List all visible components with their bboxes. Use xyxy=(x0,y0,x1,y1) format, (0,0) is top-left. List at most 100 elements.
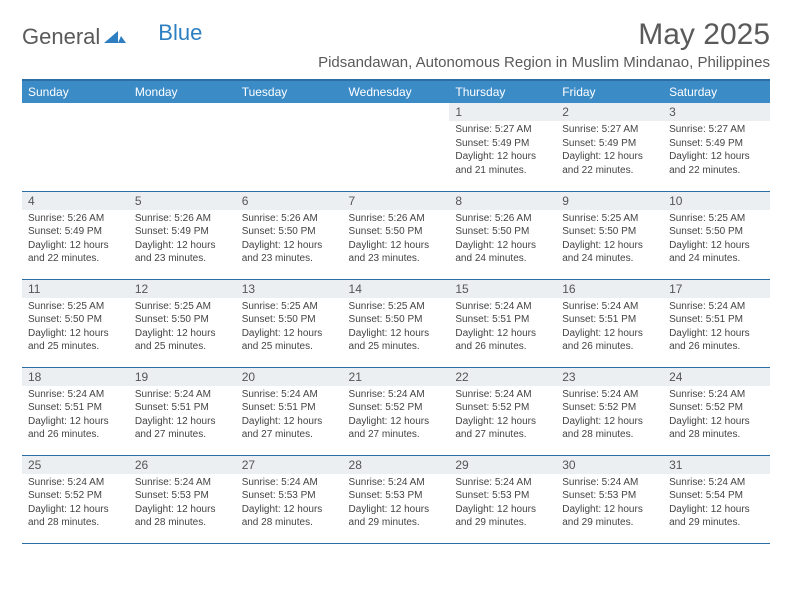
day-details: Sunrise: 5:27 AMSunset: 5:49 PMDaylight:… xyxy=(449,121,556,179)
day-details: Sunrise: 5:25 AMSunset: 5:50 PMDaylight:… xyxy=(236,298,343,356)
day-details: Sunrise: 5:26 AMSunset: 5:49 PMDaylight:… xyxy=(129,210,236,268)
weekday-header: Saturday xyxy=(663,80,770,103)
day-details: Sunrise: 5:24 AMSunset: 5:53 PMDaylight:… xyxy=(236,474,343,532)
day-number: 24 xyxy=(663,368,770,386)
calendar-cell: 3Sunrise: 5:27 AMSunset: 5:49 PMDaylight… xyxy=(663,103,770,191)
calendar-cell: 13Sunrise: 5:25 AMSunset: 5:50 PMDayligh… xyxy=(236,279,343,367)
day-number: 14 xyxy=(343,280,450,298)
day-details: Sunrise: 5:25 AMSunset: 5:50 PMDaylight:… xyxy=(343,298,450,356)
day-number: 8 xyxy=(449,192,556,210)
weekday-header: Thursday xyxy=(449,80,556,103)
header: General Blue May 2025 xyxy=(22,18,770,52)
calendar-cell: 6Sunrise: 5:26 AMSunset: 5:50 PMDaylight… xyxy=(236,191,343,279)
day-details: Sunrise: 5:24 AMSunset: 5:51 PMDaylight:… xyxy=(556,298,663,356)
calendar-cell: 28Sunrise: 5:24 AMSunset: 5:53 PMDayligh… xyxy=(343,455,450,543)
weekday-header: Sunday xyxy=(22,80,129,103)
calendar-cell: 24Sunrise: 5:24 AMSunset: 5:52 PMDayligh… xyxy=(663,367,770,455)
day-number: 18 xyxy=(22,368,129,386)
calendar-cell: 30Sunrise: 5:24 AMSunset: 5:53 PMDayligh… xyxy=(556,455,663,543)
calendar-header-row: SundayMondayTuesdayWednesdayThursdayFrid… xyxy=(22,80,770,103)
day-number: 16 xyxy=(556,280,663,298)
day-number: 19 xyxy=(129,368,236,386)
day-number: 26 xyxy=(129,456,236,474)
calendar-cell xyxy=(236,103,343,191)
day-details: Sunrise: 5:24 AMSunset: 5:52 PMDaylight:… xyxy=(22,474,129,532)
calendar-cell: 21Sunrise: 5:24 AMSunset: 5:52 PMDayligh… xyxy=(343,367,450,455)
day-details: Sunrise: 5:26 AMSunset: 5:50 PMDaylight:… xyxy=(449,210,556,268)
day-number: 15 xyxy=(449,280,556,298)
day-number: 23 xyxy=(556,368,663,386)
day-details: Sunrise: 5:24 AMSunset: 5:53 PMDaylight:… xyxy=(129,474,236,532)
day-details: Sunrise: 5:25 AMSunset: 5:50 PMDaylight:… xyxy=(22,298,129,356)
calendar-cell: 20Sunrise: 5:24 AMSunset: 5:51 PMDayligh… xyxy=(236,367,343,455)
calendar-cell: 23Sunrise: 5:24 AMSunset: 5:52 PMDayligh… xyxy=(556,367,663,455)
day-details: Sunrise: 5:24 AMSunset: 5:51 PMDaylight:… xyxy=(129,386,236,444)
day-details: Sunrise: 5:24 AMSunset: 5:53 PMDaylight:… xyxy=(343,474,450,532)
calendar-row: 25Sunrise: 5:24 AMSunset: 5:52 PMDayligh… xyxy=(22,455,770,543)
calendar-cell: 11Sunrise: 5:25 AMSunset: 5:50 PMDayligh… xyxy=(22,279,129,367)
day-number: 21 xyxy=(343,368,450,386)
day-details: Sunrise: 5:24 AMSunset: 5:53 PMDaylight:… xyxy=(449,474,556,532)
day-number: 9 xyxy=(556,192,663,210)
day-details: Sunrise: 5:25 AMSunset: 5:50 PMDaylight:… xyxy=(129,298,236,356)
calendar-cell: 2Sunrise: 5:27 AMSunset: 5:49 PMDaylight… xyxy=(556,103,663,191)
day-number: 29 xyxy=(449,456,556,474)
month-title: May 2025 xyxy=(638,18,770,52)
day-details: Sunrise: 5:27 AMSunset: 5:49 PMDaylight:… xyxy=(663,121,770,179)
day-number: 2 xyxy=(556,103,663,121)
day-details: Sunrise: 5:24 AMSunset: 5:51 PMDaylight:… xyxy=(449,298,556,356)
day-number: 22 xyxy=(449,368,556,386)
calendar-cell: 26Sunrise: 5:24 AMSunset: 5:53 PMDayligh… xyxy=(129,455,236,543)
calendar-cell: 16Sunrise: 5:24 AMSunset: 5:51 PMDayligh… xyxy=(556,279,663,367)
day-number: 27 xyxy=(236,456,343,474)
day-number: 17 xyxy=(663,280,770,298)
calendar-cell: 29Sunrise: 5:24 AMSunset: 5:53 PMDayligh… xyxy=(449,455,556,543)
calendar-cell: 9Sunrise: 5:25 AMSunset: 5:50 PMDaylight… xyxy=(556,191,663,279)
day-details: Sunrise: 5:25 AMSunset: 5:50 PMDaylight:… xyxy=(663,210,770,268)
day-number: 13 xyxy=(236,280,343,298)
calendar-cell: 18Sunrise: 5:24 AMSunset: 5:51 PMDayligh… xyxy=(22,367,129,455)
day-details: Sunrise: 5:24 AMSunset: 5:51 PMDaylight:… xyxy=(236,386,343,444)
day-number: 1 xyxy=(449,103,556,121)
day-details: Sunrise: 5:24 AMSunset: 5:52 PMDaylight:… xyxy=(343,386,450,444)
calendar-cell: 22Sunrise: 5:24 AMSunset: 5:52 PMDayligh… xyxy=(449,367,556,455)
calendar-cell xyxy=(129,103,236,191)
calendar-cell: 8Sunrise: 5:26 AMSunset: 5:50 PMDaylight… xyxy=(449,191,556,279)
brand-part1: General xyxy=(22,24,100,50)
calendar-cell: 10Sunrise: 5:25 AMSunset: 5:50 PMDayligh… xyxy=(663,191,770,279)
calendar-cell: 5Sunrise: 5:26 AMSunset: 5:49 PMDaylight… xyxy=(129,191,236,279)
brand-logo: General Blue xyxy=(22,18,202,50)
brand-triangle-icon xyxy=(104,27,126,48)
day-details: Sunrise: 5:27 AMSunset: 5:49 PMDaylight:… xyxy=(556,121,663,179)
location-subtitle: Pidsandawan, Autonomous Region in Muslim… xyxy=(22,54,770,71)
brand-part2: Blue xyxy=(158,20,202,46)
calendar-row: 18Sunrise: 5:24 AMSunset: 5:51 PMDayligh… xyxy=(22,367,770,455)
day-details: Sunrise: 5:24 AMSunset: 5:52 PMDaylight:… xyxy=(449,386,556,444)
day-number: 4 xyxy=(22,192,129,210)
calendar-cell xyxy=(22,103,129,191)
day-details: Sunrise: 5:26 AMSunset: 5:49 PMDaylight:… xyxy=(22,210,129,268)
day-number: 12 xyxy=(129,280,236,298)
calendar-cell: 25Sunrise: 5:24 AMSunset: 5:52 PMDayligh… xyxy=(22,455,129,543)
calendar-body: 1Sunrise: 5:27 AMSunset: 5:49 PMDaylight… xyxy=(22,103,770,543)
day-details: Sunrise: 5:24 AMSunset: 5:53 PMDaylight:… xyxy=(556,474,663,532)
day-number: 3 xyxy=(663,103,770,121)
day-details: Sunrise: 5:24 AMSunset: 5:51 PMDaylight:… xyxy=(663,298,770,356)
calendar-cell: 7Sunrise: 5:26 AMSunset: 5:50 PMDaylight… xyxy=(343,191,450,279)
calendar-cell: 19Sunrise: 5:24 AMSunset: 5:51 PMDayligh… xyxy=(129,367,236,455)
calendar-cell: 12Sunrise: 5:25 AMSunset: 5:50 PMDayligh… xyxy=(129,279,236,367)
day-number: 20 xyxy=(236,368,343,386)
day-details: Sunrise: 5:24 AMSunset: 5:51 PMDaylight:… xyxy=(22,386,129,444)
day-details: Sunrise: 5:24 AMSunset: 5:52 PMDaylight:… xyxy=(556,386,663,444)
calendar-row: 1Sunrise: 5:27 AMSunset: 5:49 PMDaylight… xyxy=(22,103,770,191)
day-number: 7 xyxy=(343,192,450,210)
day-details: Sunrise: 5:24 AMSunset: 5:52 PMDaylight:… xyxy=(663,386,770,444)
calendar-cell: 31Sunrise: 5:24 AMSunset: 5:54 PMDayligh… xyxy=(663,455,770,543)
day-number: 25 xyxy=(22,456,129,474)
day-number: 11 xyxy=(22,280,129,298)
day-details: Sunrise: 5:26 AMSunset: 5:50 PMDaylight:… xyxy=(343,210,450,268)
day-number: 10 xyxy=(663,192,770,210)
day-number: 6 xyxy=(236,192,343,210)
day-details: Sunrise: 5:25 AMSunset: 5:50 PMDaylight:… xyxy=(556,210,663,268)
day-number: 31 xyxy=(663,456,770,474)
